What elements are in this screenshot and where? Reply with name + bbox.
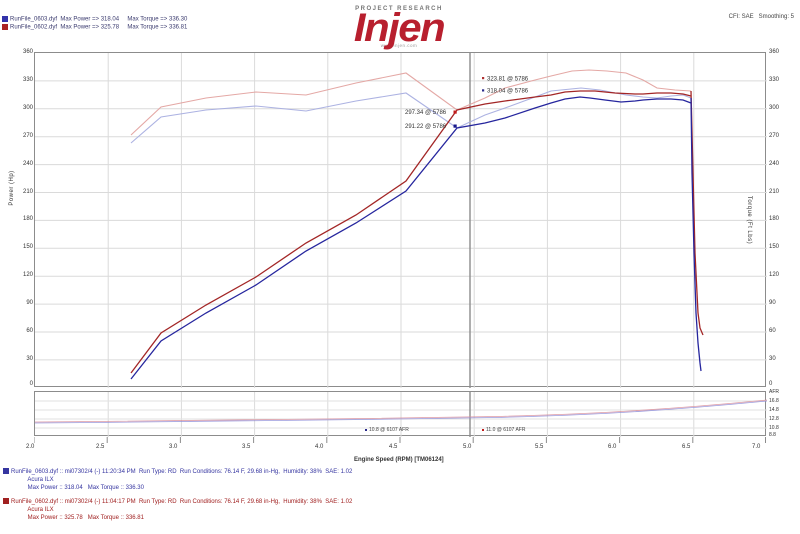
svg-text:318.04 @ 5786: 318.04 @ 5786: [487, 89, 529, 95]
svg-text:10.8 @ 6107 AFR: 10.8 @ 6107 AFR: [369, 427, 409, 433]
svg-text:297.34 @ 5786: 297.34 @ 5786: [405, 110, 447, 116]
svg-text:291.22 @ 5786: 291.22 @ 5786: [405, 124, 447, 130]
svg-text:323.81 @ 5786: 323.81 @ 5786: [487, 77, 529, 83]
svg-text:11.0 @ 6107 AFR: 11.0 @ 6107 AFR: [486, 427, 526, 433]
